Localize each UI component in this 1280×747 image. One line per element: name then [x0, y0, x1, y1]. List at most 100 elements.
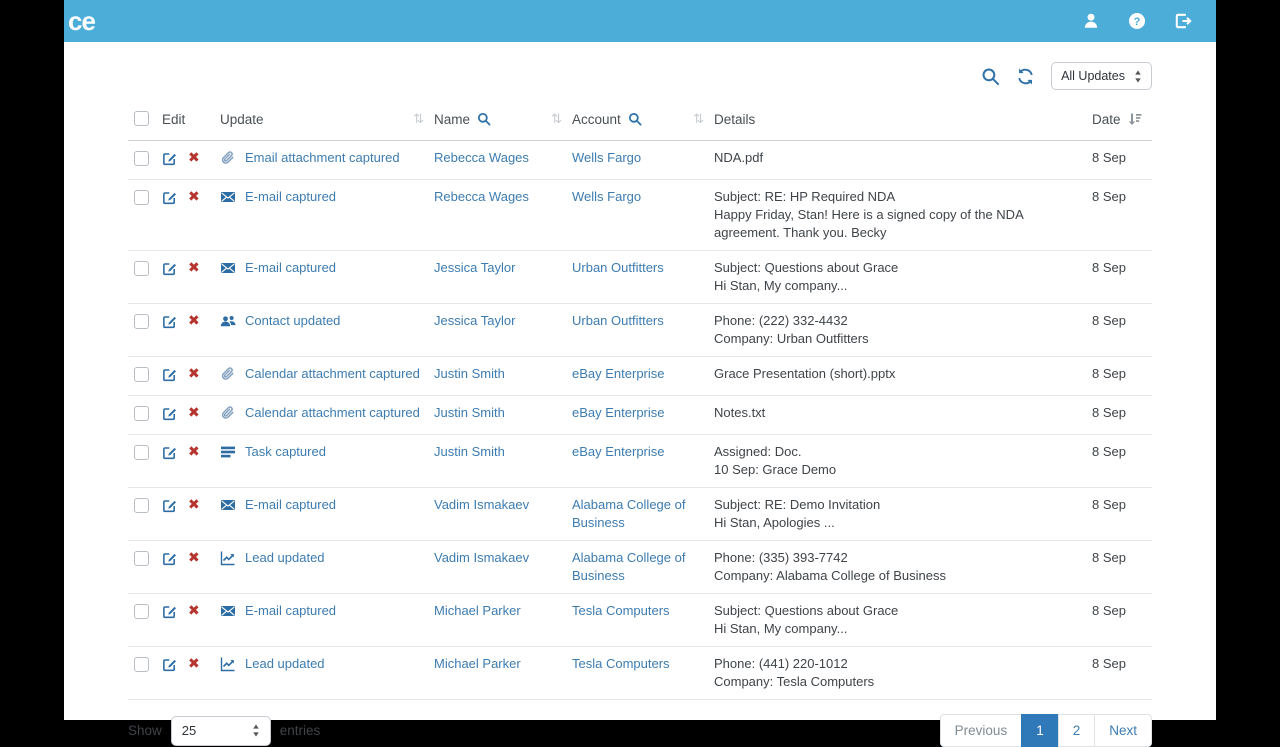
- delete-icon[interactable]: ✖: [188, 260, 200, 276]
- account-link[interactable]: eBay Enterprise: [572, 405, 665, 420]
- name-search-icon[interactable]: [477, 112, 491, 126]
- previous-page-button[interactable]: Previous: [939, 714, 1023, 747]
- delete-icon[interactable]: ✖: [188, 656, 200, 672]
- row-checkbox[interactable]: [134, 445, 149, 460]
- edit-icon[interactable]: [162, 151, 177, 166]
- updates-filter-select[interactable]: All Updates: [1051, 62, 1152, 90]
- app-logo[interactable]: ce: [68, 6, 96, 36]
- row-checkbox[interactable]: [134, 551, 149, 566]
- account-link[interactable]: Tesla Computers: [572, 656, 670, 671]
- next-page-button[interactable]: Next: [1094, 714, 1152, 747]
- date-text: 8 Sep: [1092, 603, 1126, 618]
- account-link[interactable]: Tesla Computers: [572, 603, 670, 618]
- name-link[interactable]: Vadim Ismakaev: [434, 497, 530, 512]
- update-link[interactable]: E-mail captured: [245, 260, 337, 275]
- details-text: Assigned: Doc. 10 Sep: Grace Demo: [714, 444, 837, 477]
- account-link[interactable]: eBay Enterprise: [572, 366, 665, 381]
- update-link[interactable]: Email attachment captured: [245, 150, 400, 165]
- refresh-icon[interactable]: [1016, 67, 1035, 86]
- update-link[interactable]: Contact updated: [245, 313, 341, 328]
- paperclip-icon: [220, 405, 236, 421]
- page-size-select[interactable]: 25: [170, 715, 271, 746]
- delete-icon[interactable]: ✖: [188, 189, 200, 205]
- delete-icon[interactable]: ✖: [188, 603, 200, 619]
- name-link[interactable]: Michael Parker: [434, 603, 521, 618]
- edit-icon[interactable]: [162, 445, 177, 460]
- row-checkbox[interactable]: [134, 657, 149, 672]
- edit-icon[interactable]: [162, 367, 177, 382]
- edit-icon[interactable]: [162, 314, 177, 329]
- show-label: Show: [128, 723, 162, 738]
- edit-icon[interactable]: [162, 657, 177, 672]
- delete-icon[interactable]: ✖: [188, 550, 200, 566]
- sort-icon[interactable]: ⇅: [551, 111, 562, 127]
- name-link[interactable]: Vadim Ismakaev: [434, 550, 530, 565]
- logout-icon[interactable]: [1174, 12, 1192, 30]
- edit-icon[interactable]: [162, 604, 177, 619]
- details-text: Grace Presentation (short).pptx: [714, 366, 896, 381]
- delete-icon[interactable]: ✖: [188, 497, 200, 513]
- edit-icon[interactable]: [162, 498, 177, 513]
- edit-icon[interactable]: [162, 406, 177, 421]
- name-link[interactable]: Rebecca Wages: [434, 189, 529, 204]
- column-header-name[interactable]: Name: [434, 111, 471, 127]
- row-checkbox[interactable]: [134, 190, 149, 205]
- account-link[interactable]: Wells Fargo: [572, 150, 642, 165]
- details-text: Subject: RE: HP Required NDA Happy Friday…: [714, 189, 1024, 240]
- select-all-checkbox[interactable]: [134, 111, 149, 126]
- user-icon[interactable]: [1082, 12, 1100, 30]
- name-link[interactable]: Michael Parker: [434, 656, 521, 671]
- name-link[interactable]: Jessica Taylor: [434, 313, 516, 328]
- account-link[interactable]: Urban Outfitters: [572, 260, 664, 275]
- delete-icon[interactable]: ✖: [188, 405, 200, 421]
- update-link[interactable]: Calendar attachment captured: [245, 366, 420, 381]
- column-header-update[interactable]: Update: [220, 111, 264, 127]
- name-link[interactable]: Justin Smith: [434, 366, 505, 381]
- envelope-icon: [220, 603, 236, 619]
- entries-label: entries: [279, 723, 321, 738]
- sort-icon[interactable]: ⇅: [413, 111, 424, 127]
- page-button-1[interactable]: 1: [1021, 714, 1059, 747]
- account-link[interactable]: Alabama College of Business: [572, 497, 686, 530]
- sort-icon[interactable]: ⇅: [693, 111, 704, 127]
- edit-icon[interactable]: [162, 551, 177, 566]
- update-link[interactable]: Lead updated: [245, 656, 325, 671]
- account-link[interactable]: Urban Outfitters: [572, 313, 664, 328]
- name-link[interactable]: Rebecca Wages: [434, 150, 529, 165]
- search-icon[interactable]: [981, 67, 1000, 86]
- edit-icon[interactable]: [162, 261, 177, 276]
- delete-icon[interactable]: ✖: [188, 366, 200, 382]
- name-link[interactable]: Justin Smith: [434, 405, 505, 420]
- account-link[interactable]: Wells Fargo: [572, 189, 642, 204]
- edit-icon[interactable]: [162, 190, 177, 205]
- help-icon[interactable]: ?: [1128, 12, 1146, 30]
- update-link[interactable]: E-mail captured: [245, 497, 337, 512]
- page-button-2[interactable]: 2: [1057, 714, 1096, 747]
- delete-icon[interactable]: ✖: [188, 444, 200, 460]
- update-link[interactable]: Task captured: [245, 444, 326, 459]
- updates-table: Edit Update ⇅ Name ⇅ Account ⇅ Details: [128, 102, 1152, 700]
- row-checkbox[interactable]: [134, 498, 149, 513]
- delete-icon[interactable]: ✖: [188, 150, 200, 166]
- row-checkbox[interactable]: [134, 367, 149, 382]
- account-search-icon[interactable]: [628, 112, 642, 126]
- row-checkbox[interactable]: [134, 314, 149, 329]
- row-checkbox[interactable]: [134, 406, 149, 421]
- column-header-date[interactable]: Date: [1092, 111, 1121, 127]
- row-checkbox[interactable]: [134, 604, 149, 619]
- update-link[interactable]: Lead updated: [245, 550, 325, 565]
- row-checkbox[interactable]: [134, 261, 149, 276]
- name-link[interactable]: Justin Smith: [434, 444, 505, 459]
- account-link[interactable]: Alabama College of Business: [572, 550, 686, 583]
- sort-desc-icon[interactable]: [1128, 112, 1142, 126]
- name-link[interactable]: Jessica Taylor: [434, 260, 516, 275]
- update-link[interactable]: E-mail captured: [245, 603, 337, 618]
- update-link[interactable]: Calendar attachment captured: [245, 405, 420, 420]
- update-link[interactable]: E-mail captured: [245, 189, 337, 204]
- column-header-account[interactable]: Account: [572, 111, 621, 127]
- envelope-icon: [220, 189, 236, 205]
- delete-icon[interactable]: ✖: [188, 313, 200, 329]
- row-checkbox[interactable]: [134, 151, 149, 166]
- account-link[interactable]: eBay Enterprise: [572, 444, 665, 459]
